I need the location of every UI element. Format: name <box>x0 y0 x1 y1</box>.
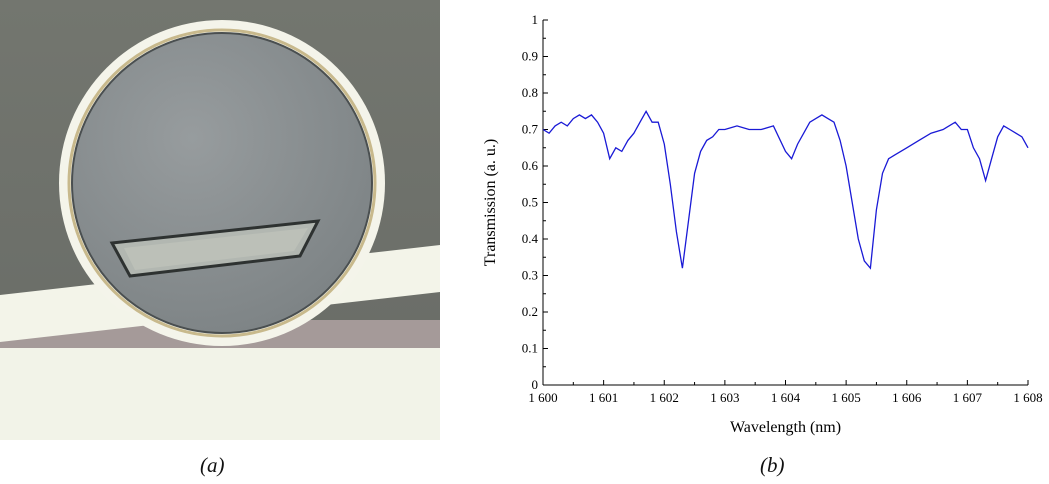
y-tick-label: 0.6 <box>522 158 539 173</box>
y-tick-label: 0.1 <box>522 341 538 356</box>
x-tick-label: 1 607 <box>953 390 983 405</box>
bus-waveguide-lower <box>0 345 440 440</box>
x-tick-label: 1 603 <box>710 390 739 405</box>
y-tick-label: 0.7 <box>522 122 539 137</box>
x-axis-label: Wavelength (nm) <box>730 419 841 436</box>
ring-edge <box>67 28 377 338</box>
y-axis-label: Transmission (a. u.) <box>482 139 499 266</box>
caption-b: (b) <box>760 453 785 477</box>
microdisk <box>71 32 373 334</box>
y-tick-label: 0.9 <box>522 49 538 64</box>
y-tick-label: 0.5 <box>522 195 538 210</box>
y-tick-label: 0.2 <box>522 304 538 319</box>
y-tick-label: 0.3 <box>522 268 538 283</box>
contact-pad-inner <box>124 228 308 270</box>
x-tick-label: 1 602 <box>650 390 679 405</box>
caption-a: (a) <box>200 453 225 477</box>
y-tick-label: 0 <box>532 377 539 392</box>
y-tick-label: 0.4 <box>522 231 539 246</box>
x-tick-label: 1 601 <box>589 390 618 405</box>
x-tick-label: 1 605 <box>832 390 861 405</box>
y-tick-label: 1 <box>532 12 539 27</box>
y-tick-label: 0.8 <box>522 85 538 100</box>
chart-axes <box>542 20 1028 386</box>
microdisk-micrograph <box>0 0 440 440</box>
x-tick-label: 1 606 <box>892 390 922 405</box>
chart-ticks: 0 0.1 0.2 0.3 0.4 0.5 0.6 0.7 0.8 0.9 1 1 600 1 601 1… <box>522 12 1043 405</box>
x-tick-label: 1 608 <box>1013 390 1042 405</box>
transmission-chart: 0 0.1 0.2 0.3 0.4 0.5 0.6 0.7 0.8 0.9 1 1 600 1 601 1… <box>482 12 1043 436</box>
x-tick-label: 1 600 <box>528 390 557 405</box>
transmission-series-line <box>542 109 1029 270</box>
x-tick-label: 1 604 <box>771 390 801 405</box>
